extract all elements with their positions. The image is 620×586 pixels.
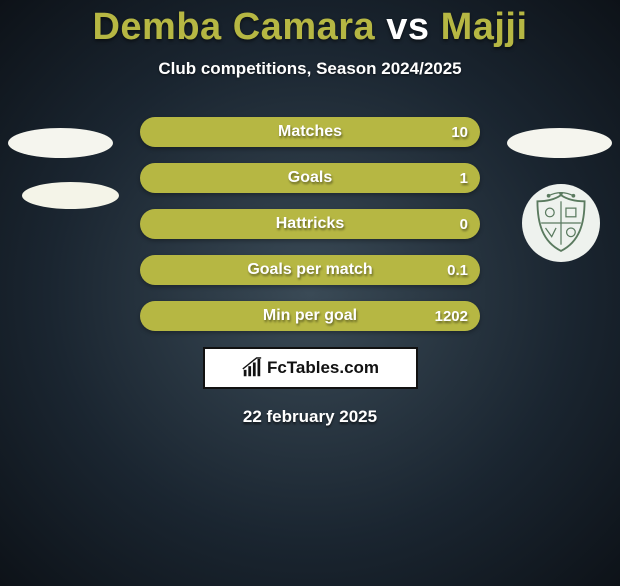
date-label: 22 february 2025	[0, 407, 620, 427]
bar-label: Goals per match	[247, 261, 372, 279]
bar-goals-per-match: Goals per match 0.1	[140, 255, 480, 285]
title-player2: Majji	[441, 6, 528, 48]
bar-matches: Matches 10	[140, 117, 480, 147]
bar-right-value: 1	[460, 170, 468, 187]
brand-box[interactable]: FcTables.com	[203, 347, 418, 389]
bar-min-per-goal: Min per goal 1202	[140, 301, 480, 331]
brand-text: FcTables.com	[267, 358, 379, 378]
stats-bars: Matches 10 Goals 1 Hattricks 0 Goals per…	[0, 117, 620, 331]
bar-label: Goals	[288, 169, 332, 187]
page-title: Demba Camara vs Majji	[0, 6, 620, 49]
title-vs: vs	[386, 6, 429, 48]
bar-right-value: 10	[451, 124, 468, 141]
bar-right-value: 1202	[435, 308, 468, 325]
bar-goals: Goals 1	[140, 163, 480, 193]
title-player1: Demba Camara	[92, 6, 375, 48]
bar-right-value: 0	[460, 216, 468, 233]
bar-hattricks: Hattricks 0	[140, 209, 480, 239]
bar-right-value: 0.1	[447, 262, 468, 279]
bar-label: Min per goal	[263, 307, 357, 325]
bar-label: Matches	[278, 123, 342, 141]
subtitle: Club competitions, Season 2024/2025	[0, 59, 620, 79]
bar-label: Hattricks	[276, 215, 344, 233]
bar-chart-icon	[241, 357, 263, 379]
